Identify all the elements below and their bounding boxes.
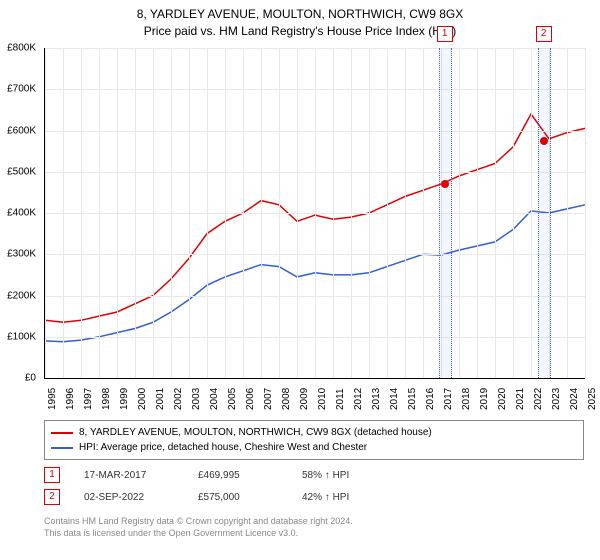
event-marker: 1 [437,26,453,42]
footer-line2: This data is licensed under the Open Gov… [44,528,353,540]
gridline-v [261,48,262,378]
data-row-date: 02-SEP-2022 [84,492,174,503]
event-marker-inline: 1 [44,467,60,483]
x-axis-label: 2010 [317,388,328,410]
x-axis-label: 2015 [407,388,418,410]
y-axis-label: £200K [0,290,40,301]
gridline-v [495,48,496,378]
x-axis-label: 2007 [263,388,274,410]
footer-attribution: Contains HM Land Registry data © Crown c… [44,516,353,539]
data-row-price: £575,000 [198,492,278,503]
x-axis-label: 1995 [47,388,58,410]
gridline-v [369,48,370,378]
gridline-v [315,48,316,378]
event-band [439,48,452,378]
gridline-v [477,48,478,378]
chart-plot-area: 12 [44,48,585,379]
legend-label: 8, YARDLEY AVENUE, MOULTON, NORTHWICH, C… [79,425,432,440]
legend: 8, YARDLEY AVENUE, MOULTON, NORTHWICH, C… [44,420,584,460]
gridline-v [171,48,172,378]
event-data-table: 1 17-MAR-2017 £469,995 58% ↑ HPI 2 02-SEP-202… [44,464,402,508]
legend-swatch [51,432,73,434]
gridline-v [279,48,280,378]
x-axis-label: 2009 [299,388,310,410]
data-row: 2 02-SEP-2022 £575,000 42% ↑ HPI [44,486,402,508]
data-row-pct: 58% ↑ HPI [302,470,402,481]
event-dot [441,180,449,188]
x-axis-label: 2006 [245,388,256,410]
y-axis-label: £600K [0,125,40,136]
x-axis-label: 2022 [533,388,544,410]
gridline-v [81,48,82,378]
event-dot [540,137,548,145]
event-band [538,48,551,378]
x-axis-label: 2020 [497,388,508,410]
gridline-v [585,48,586,378]
data-row-date: 17-MAR-2017 [84,470,174,481]
gridline-v [99,48,100,378]
gridline-v [531,48,532,378]
x-axis-label: 2012 [353,388,364,410]
x-axis-label: 1997 [83,388,94,410]
gridline-v [513,48,514,378]
legend-row: 8, YARDLEY AVENUE, MOULTON, NORTHWICH, C… [51,425,577,440]
gridline-v [225,48,226,378]
x-axis-label: 2023 [551,388,562,410]
y-axis-label: £0 [0,373,40,384]
y-axis-label: £400K [0,208,40,219]
x-axis-label: 2021 [515,388,526,410]
gridline-v [297,48,298,378]
x-axis-label: 2008 [281,388,292,410]
x-axis-label: 2011 [335,388,346,410]
x-axis-label: 2025 [587,388,598,410]
gridline-v [45,48,46,378]
legend-row: HPI: Average price, detached house, Ches… [51,440,577,455]
x-axis-label: 2019 [479,388,490,410]
x-axis-label: 2005 [227,388,238,410]
data-row: 1 17-MAR-2017 £469,995 58% ↑ HPI [44,464,402,486]
x-axis-label: 2017 [443,388,454,410]
gridline-v [405,48,406,378]
gridline-v [333,48,334,378]
gridline-v [387,48,388,378]
y-axis-label: £500K [0,166,40,177]
y-axis-label: £700K [0,84,40,95]
gridline-v [567,48,568,378]
x-axis-label: 1999 [119,388,130,410]
y-axis-label: £100K [0,331,40,342]
x-axis-label: 2014 [389,388,400,410]
x-axis-label: 2024 [569,388,580,410]
y-axis-label: £300K [0,249,40,260]
gridline-v [189,48,190,378]
footer-line1: Contains HM Land Registry data © Crown c… [44,516,353,528]
gridline-v [117,48,118,378]
gridline-v [153,48,154,378]
x-axis-label: 1996 [65,388,76,410]
chart-title-line2: Price paid vs. HM Land Registry's House … [0,23,600,40]
gridline-v [135,48,136,378]
data-row-pct: 42% ↑ HPI [302,492,402,503]
gridline-v [459,48,460,378]
gridline-v [423,48,424,378]
gridline-v [207,48,208,378]
x-axis-label: 2004 [209,388,220,410]
x-axis-label: 1998 [101,388,112,410]
x-axis-label: 2018 [461,388,472,410]
x-axis-label: 2013 [371,388,382,410]
x-axis-label: 2016 [425,388,436,410]
gridline-v [351,48,352,378]
event-marker: 2 [536,26,552,42]
x-axis-label: 2001 [155,388,166,410]
gridline-v [243,48,244,378]
legend-label: HPI: Average price, detached house, Ches… [79,440,367,455]
gridline-v [63,48,64,378]
chart-title-line1: 8, YARDLEY AVENUE, MOULTON, NORTHWICH, C… [0,6,600,23]
y-axis-label: £800K [0,43,40,54]
x-axis-label: 2002 [173,388,184,410]
legend-swatch [51,447,73,449]
x-axis-label: 2000 [137,388,148,410]
x-axis-label: 2003 [191,388,202,410]
event-marker-inline: 2 [44,489,60,505]
data-row-price: £469,995 [198,470,278,481]
